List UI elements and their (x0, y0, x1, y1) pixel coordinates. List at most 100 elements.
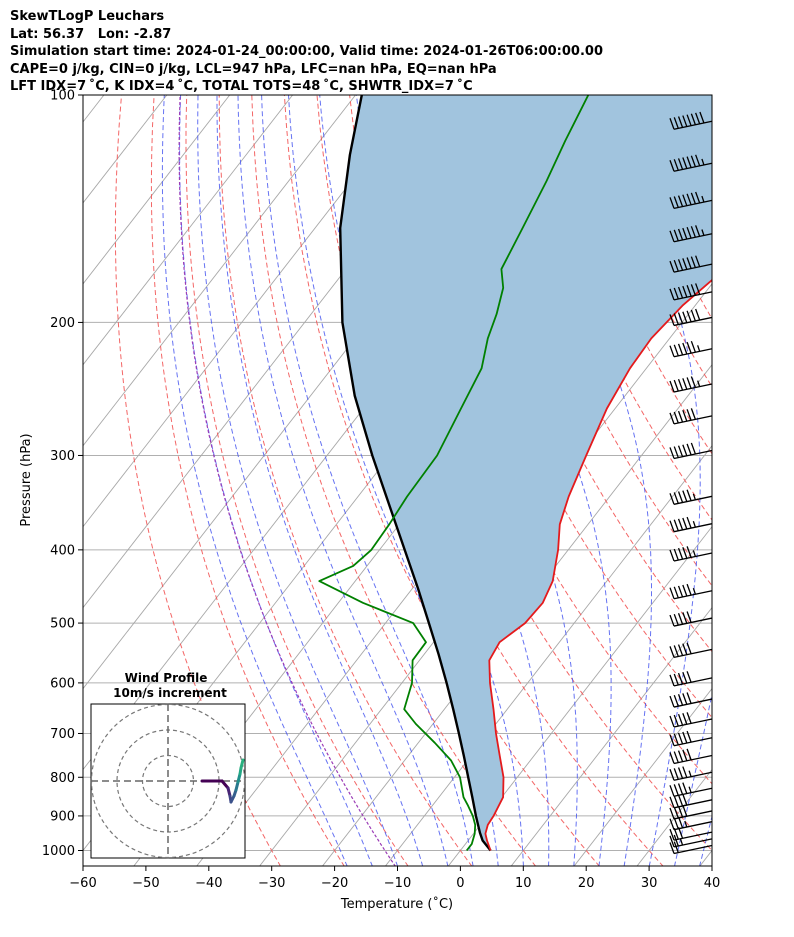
barb-shaft (673, 648, 713, 658)
barb-flag (673, 795, 679, 808)
barb-flag (673, 817, 679, 830)
wind-barb (669, 782, 713, 797)
barb-shaft (673, 291, 713, 301)
barb-flag (686, 611, 692, 623)
barb-flag (673, 379, 679, 392)
barb-flag (682, 547, 688, 559)
barb-half-flag (692, 588, 696, 595)
barb-flag (682, 157, 688, 169)
y-axis-label: Pressure (hPa) (19, 433, 34, 526)
wind-barb (669, 225, 713, 243)
barb-flag (677, 585, 684, 598)
barb-flag (673, 806, 679, 819)
x-tick-label: −50 (132, 876, 159, 891)
barb-flag (669, 447, 675, 459)
barb-flag (695, 154, 701, 167)
x-tick-label: −20 (321, 876, 348, 891)
barb-flag (677, 694, 684, 706)
barb-flag (673, 841, 679, 853)
isotherm (321, 364, 712, 866)
barb-flag (695, 255, 701, 267)
barb-flag (686, 489, 692, 501)
moist-adiabat (519, 95, 652, 866)
barb-flag (669, 769, 675, 781)
barb-flag (673, 117, 679, 129)
wind-barb (669, 408, 713, 425)
y-tick-label: 800 (50, 771, 75, 786)
dry-adiabat (707, 95, 712, 106)
isotherm (83, 95, 231, 285)
barb-shaft (673, 617, 713, 627)
barb-flag (686, 583, 692, 596)
wind-barb (669, 283, 713, 301)
barb-shaft (673, 263, 713, 273)
barb-flag (677, 158, 684, 170)
barb-flag (682, 409, 688, 422)
barb-flag (669, 715, 675, 728)
barb-flag (673, 519, 679, 532)
barb-flag (673, 714, 679, 727)
wind-barb (669, 191, 713, 210)
barb-flag (686, 516, 692, 529)
barb-flag (673, 586, 679, 599)
barb-flag (669, 734, 675, 746)
barb-shaft (673, 449, 713, 460)
x-tick-label: −60 (69, 876, 96, 891)
barb-flag (669, 230, 675, 243)
wind-barb (669, 766, 713, 781)
barb-flag (682, 517, 688, 530)
barb-flag (695, 283, 701, 295)
barb-flag (673, 613, 679, 626)
barb-flag (677, 410, 684, 423)
barb-half-flag (684, 820, 688, 828)
barb-flag (695, 112, 701, 125)
barb-flag (690, 113, 696, 125)
barb-flag (673, 694, 679, 707)
barb-shaft (673, 787, 713, 797)
barb-flag (682, 782, 688, 794)
barb-flag (686, 642, 692, 654)
moist-adiabat (161, 95, 348, 866)
barb-flag (682, 766, 688, 778)
x-tick-label: 20 (578, 876, 595, 891)
barb-flag (677, 491, 684, 503)
wind-barbs (669, 111, 713, 855)
barb-flag (686, 712, 692, 724)
barb-flag (669, 260, 675, 273)
barb-flag (682, 584, 688, 597)
barb-flag (673, 411, 679, 424)
barb-flag (673, 548, 679, 561)
dry-adiabat (773, 95, 794, 867)
barb-flag (677, 732, 684, 745)
barb-flag (686, 546, 692, 558)
barb-flag (673, 259, 679, 272)
barb-flag (677, 644, 684, 656)
barb-flag (673, 751, 679, 763)
barb-flag (677, 613, 684, 625)
barb-flag (690, 408, 696, 420)
barb-flag (686, 671, 692, 683)
barb-flag (669, 674, 675, 687)
barb-flag (677, 312, 684, 324)
barb-flag (677, 378, 684, 391)
y-tick-label: 900 (50, 809, 75, 824)
barb-flag (673, 344, 679, 357)
barb-flag (669, 380, 675, 393)
barb-flag (682, 311, 688, 323)
wind-profile-inset: Wind Profile 10m/s increment (90, 671, 246, 859)
barb-shaft (673, 810, 713, 820)
barb-flag (686, 748, 692, 761)
barb-shaft (673, 838, 713, 848)
wind-barb (669, 516, 713, 533)
dry-adiabat (316, 95, 664, 866)
y-tick-label: 600 (50, 676, 75, 691)
barb-flag (682, 342, 688, 355)
wind-barb (669, 489, 713, 505)
y-tick-label: 200 (50, 316, 75, 331)
y-tick-label: 1000 (42, 844, 75, 859)
barb-flag (677, 547, 684, 560)
parcel-line (339, 95, 492, 852)
barb-shaft (673, 831, 713, 841)
barb-shaft (673, 120, 713, 130)
barb-flag (673, 196, 679, 208)
